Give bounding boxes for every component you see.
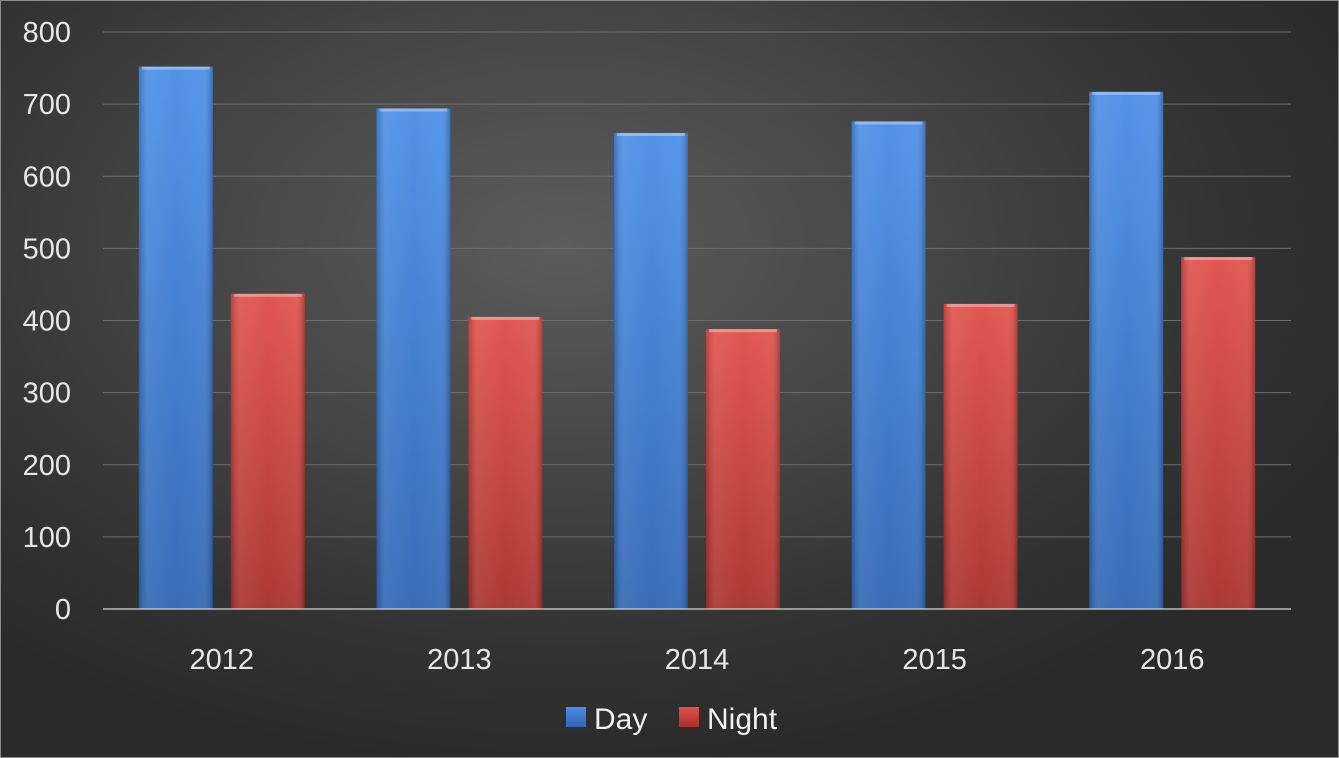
night-bar-2013-top-edge <box>471 316 540 320</box>
y-tick-label: 700 <box>23 89 71 121</box>
x-axis: 2012 2013 2014 2015 2016 <box>103 608 1291 676</box>
day-bar-2012-top-edge <box>141 66 210 70</box>
night-bar-2015-top-edge <box>946 303 1015 307</box>
y-tick-label: 500 <box>23 233 71 265</box>
y-tick-label: 600 <box>23 161 71 193</box>
day-legend-label: Day <box>594 703 647 736</box>
night-bar-2014-top-edge <box>709 329 777 333</box>
y-tick-label: 300 <box>23 378 71 410</box>
night-bar-2016-highlight <box>1181 257 1256 609</box>
day-legend-swatch <box>566 707 586 727</box>
legend: Day Night <box>566 703 778 736</box>
day-bar-2015-top-edge <box>854 121 923 125</box>
x-tick-label: 2015 <box>902 644 967 676</box>
night-bar-2016-top-edge <box>1184 257 1253 261</box>
y-tick-label: 800 <box>23 17 71 49</box>
night-bar-2015-highlight <box>943 303 1018 609</box>
day-bar-2014-highlight <box>614 132 688 609</box>
night-bar-2012-top-edge <box>233 293 302 297</box>
y-axis: 0 100 200 300 400 500 600 700 800 <box>23 17 71 626</box>
x-tick-label: 2014 <box>665 644 730 676</box>
day-bar-2013-top-edge <box>379 108 448 112</box>
night-legend-swatch <box>679 707 699 727</box>
night-bar-2014-highlight <box>706 329 780 609</box>
night-legend-label: Night <box>707 703 778 736</box>
day-bar-2015-highlight <box>851 121 926 609</box>
y-tick-label: 100 <box>23 522 71 554</box>
x-tick-label: 2016 <box>1140 644 1205 676</box>
day-bar-2012-highlight <box>138 66 213 610</box>
bars <box>138 66 1256 610</box>
day-bar-2016-highlight <box>1089 91 1164 609</box>
x-tick-label: 2012 <box>190 644 255 676</box>
day-bar-2014-top-edge <box>617 132 685 136</box>
x-tick-label: 2013 <box>427 644 492 676</box>
day-bar-2016-top-edge <box>1092 91 1161 95</box>
y-tick-label: 0 <box>55 594 71 626</box>
y-tick-label: 200 <box>23 450 71 482</box>
day-bar-2013-highlight <box>376 108 451 609</box>
night-bar-2012-highlight <box>230 293 305 609</box>
night-bar-2013-highlight <box>468 316 543 609</box>
y-tick-label: 400 <box>23 306 71 338</box>
